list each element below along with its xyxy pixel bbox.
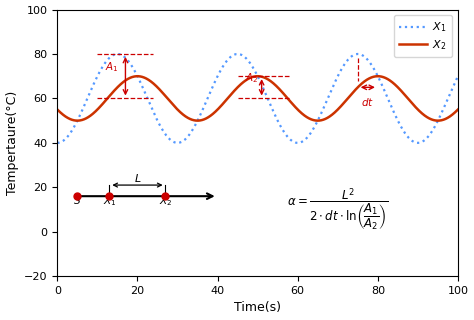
$X_1$ bbox=[444, 100, 449, 104]
$X_2$ bbox=[55, 108, 60, 111]
Line: $X_1$: $X_1$ bbox=[57, 54, 458, 143]
$X_2$ bbox=[455, 108, 461, 111]
$X_2$ bbox=[444, 116, 449, 120]
$X_2$ bbox=[444, 116, 449, 120]
$X_1$ bbox=[75, 118, 81, 122]
$X_1$ bbox=[55, 141, 60, 145]
Text: $L$: $L$ bbox=[134, 172, 141, 184]
Text: $\alpha = \dfrac{L^2}{2 \cdot dt \cdot \ln\!\left(\dfrac{A_1}{A_2}\right)}$: $\alpha = \dfrac{L^2}{2 \cdot dt \cdot \… bbox=[287, 187, 388, 233]
$X_1$ bbox=[249, 65, 255, 68]
Line: $X_2$: $X_2$ bbox=[57, 76, 458, 121]
$X_2$ bbox=[250, 75, 255, 79]
$X_2$ bbox=[135, 74, 140, 78]
$X_1$ bbox=[115, 52, 120, 56]
$X_1$ bbox=[455, 74, 461, 78]
$X_2$ bbox=[370, 75, 376, 79]
Y-axis label: Tempertaure(°C): Tempertaure(°C) bbox=[6, 91, 18, 195]
$X_1$ bbox=[370, 65, 376, 69]
$X_2$ bbox=[74, 119, 80, 123]
Legend: $X_1$, $X_2$: $X_1$, $X_2$ bbox=[393, 15, 452, 57]
Text: $S$: $S$ bbox=[73, 194, 82, 206]
Text: $A_1$: $A_1$ bbox=[105, 60, 118, 74]
$X_2$ bbox=[239, 81, 245, 85]
X-axis label: Time(s): Time(s) bbox=[234, 301, 281, 315]
Text: $X_1$: $X_1$ bbox=[103, 194, 116, 208]
Text: $X_2$: $X_2$ bbox=[159, 194, 172, 208]
$X_1$ bbox=[239, 53, 245, 57]
$X_1$ bbox=[444, 100, 449, 104]
Text: $dt$: $dt$ bbox=[361, 96, 374, 108]
$X_2$ bbox=[75, 119, 81, 123]
Text: $A_2$: $A_2$ bbox=[245, 71, 258, 85]
